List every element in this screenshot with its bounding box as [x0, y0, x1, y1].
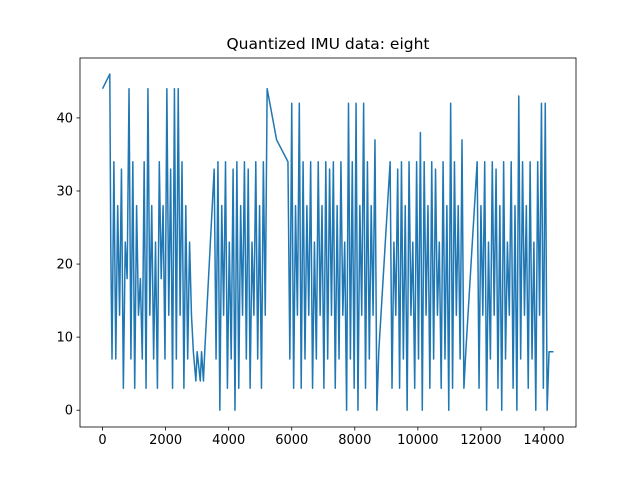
chart-title: Quantized IMU data: eight	[226, 35, 429, 53]
y-tick-label: 30	[56, 184, 73, 199]
y-tick-label: 20	[56, 258, 73, 273]
y-tick-label: 40	[56, 111, 73, 126]
y-tick-label: 10	[56, 331, 73, 346]
x-tick-label: 2000	[149, 433, 182, 448]
x-tick-label: 12000	[460, 433, 501, 448]
data-line	[101, 73, 554, 411]
plot-frame	[79, 57, 577, 428]
x-tick-label: 10000	[397, 433, 438, 448]
x-tick-label: 14000	[523, 433, 564, 448]
y-tick-label: 0	[65, 404, 73, 419]
x-tick-label: 4000	[212, 433, 245, 448]
x-tick-label: 8000	[338, 433, 371, 448]
x-tick-label: 0	[98, 433, 106, 448]
x-tick-label: 6000	[275, 433, 308, 448]
